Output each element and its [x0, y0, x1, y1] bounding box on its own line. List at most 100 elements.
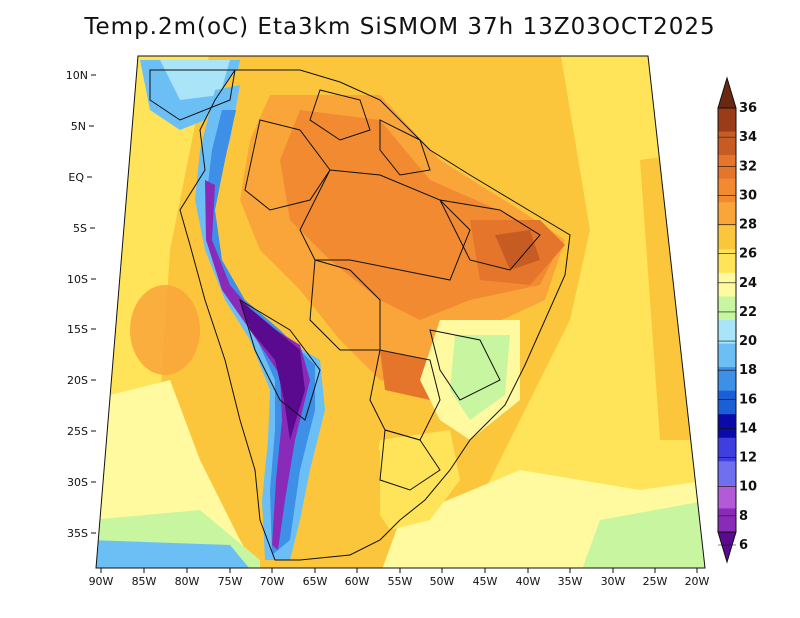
lat-tick-EQ: EQ — [68, 171, 92, 184]
lon-tick-20W: 20W — [685, 568, 710, 588]
colorbar-segment — [718, 225, 736, 250]
colorbar-segment — [718, 178, 736, 203]
svg-text:5S: 5S — [73, 222, 87, 235]
colorbar-label-36: 36 — [739, 101, 757, 116]
svg-text:20S: 20S — [67, 374, 88, 387]
lat-tick-10N: 10N — [66, 69, 96, 82]
lon-tick-85W: 85W — [132, 568, 157, 588]
colorbar-segment — [718, 202, 736, 227]
colorbar-label-6: 6 — [739, 538, 748, 553]
colorbar-label-22: 22 — [739, 305, 757, 320]
colorbar-segment — [718, 437, 736, 462]
lon-tick-25W: 25W — [643, 568, 668, 588]
colorbar-segment — [718, 155, 736, 180]
svg-text:10N: 10N — [66, 69, 88, 82]
south-region — [370, 430, 460, 530]
lon-tick-80W: 80W — [175, 568, 200, 588]
colorbar-segment — [718, 131, 736, 156]
lon-tick-40W: 40W — [516, 568, 541, 588]
altiplano-coldest — [240, 300, 305, 440]
map-title: Temp.2m(oC) Eta3km SiSMOM 37h 13Z03OCT20… — [84, 14, 716, 40]
lat-tick-25S: 25S — [67, 425, 96, 438]
svg-text:40W: 40W — [516, 575, 541, 588]
colorbar-label-26: 26 — [739, 247, 757, 262]
svg-text:30W: 30W — [601, 575, 626, 588]
lat-tick-10S: 10S — [67, 273, 96, 286]
svg-text:5N: 5N — [71, 120, 86, 133]
colorbar-top-arrow — [717, 76, 737, 109]
colorbar-label-24: 24 — [739, 276, 757, 291]
colorbar-segment — [718, 461, 736, 486]
colorbar-segment — [718, 272, 736, 297]
colorbar-segment — [718, 367, 736, 392]
colorbar-label-8: 8 — [739, 509, 748, 524]
svg-text:45W: 45W — [473, 575, 498, 588]
colorbar-label-16: 16 — [739, 392, 757, 407]
colorbar-label-12: 12 — [739, 451, 757, 466]
svg-text:65W: 65W — [303, 575, 328, 588]
colorbar-segment — [718, 108, 736, 133]
colorbar-segment — [718, 414, 736, 439]
andes-colder — [205, 180, 310, 550]
lon-tick-75W: 75W — [218, 568, 243, 588]
svg-text:80W: 80W — [175, 575, 200, 588]
southeast-cooler — [450, 335, 510, 420]
colorbar-label-34: 34 — [739, 130, 757, 145]
lon-tick-65W: 65W — [303, 568, 328, 588]
latitude-axis: 10N 5N EQ 5S 10S 15S 20S 25S 30S 35S — [66, 69, 96, 540]
svg-text:55W: 55W — [388, 575, 413, 588]
colorbar-label-30: 30 — [739, 188, 757, 203]
lon-tick-90W: 90W — [89, 568, 114, 588]
argentina-warm — [290, 440, 380, 555]
temperature-field — [96, 56, 705, 568]
colorbar-segment — [718, 484, 736, 509]
lon-tick-45W: 45W — [473, 568, 498, 588]
svg-text:25S: 25S — [67, 425, 88, 438]
colorbar-label-14: 14 — [739, 421, 757, 436]
svg-text:20W: 20W — [685, 575, 710, 588]
colorbar-segment — [718, 343, 736, 368]
colorbar-segment — [718, 390, 736, 415]
colorbar-label-20: 20 — [739, 334, 757, 349]
colorbar-label-18: 18 — [739, 363, 757, 378]
svg-text:30S: 30S — [67, 476, 88, 489]
svg-text:50W: 50W — [430, 575, 455, 588]
country-borders — [149, 69, 571, 561]
svg-text:70W: 70W — [260, 575, 285, 588]
svg-text:10S: 10S — [67, 273, 88, 286]
map-frame — [95, 55, 706, 569]
lat-tick-20S: 20S — [67, 374, 96, 387]
colorbar-segment — [718, 508, 736, 533]
lon-tick-70W: 70W — [260, 568, 285, 588]
lat-tick-5S: 5S — [73, 222, 95, 235]
colorbar-segment — [718, 320, 736, 345]
lat-tick-5N: 5N — [71, 120, 94, 133]
atlantic-cooler — [580, 500, 705, 568]
svg-text:90W: 90W — [89, 575, 114, 588]
colorbar-label-10: 10 — [739, 480, 757, 495]
svg-text:35S: 35S — [67, 527, 88, 540]
lon-tick-30W: 30W — [601, 568, 626, 588]
lat-tick-15S: 15S — [67, 323, 96, 336]
colorbar: 6 8 10 12 14 16 18 20 22 24 26 28 30 32 34 36 — [717, 76, 757, 564]
svg-text:75W: 75W — [218, 575, 243, 588]
lat-tick-35S: 35S — [67, 527, 96, 540]
svg-text:15S: 15S — [67, 323, 88, 336]
colorbar-bottom-arrow — [717, 531, 737, 564]
lon-tick-60W: 60W — [345, 568, 370, 588]
pacific-warm-patch — [130, 285, 200, 375]
svg-text:85W: 85W — [132, 575, 157, 588]
lon-tick-50W: 50W — [430, 568, 455, 588]
colorbar-segment — [718, 296, 736, 321]
colorbar-segment — [718, 249, 736, 274]
lat-tick-30S: 30S — [67, 476, 96, 489]
svg-text:25W: 25W — [643, 575, 668, 588]
lon-tick-55W: 55W — [388, 568, 413, 588]
colorbar-label-32: 32 — [739, 159, 757, 174]
pantanal-hot — [380, 350, 430, 400]
lon-tick-35W: 35W — [558, 568, 583, 588]
svg-text:60W: 60W — [345, 575, 370, 588]
pacific-coldest — [96, 540, 255, 568]
longitude-axis: 90W 85W 80W 75W 70W 65W 60W 55W 50W 45W … — [89, 568, 710, 588]
